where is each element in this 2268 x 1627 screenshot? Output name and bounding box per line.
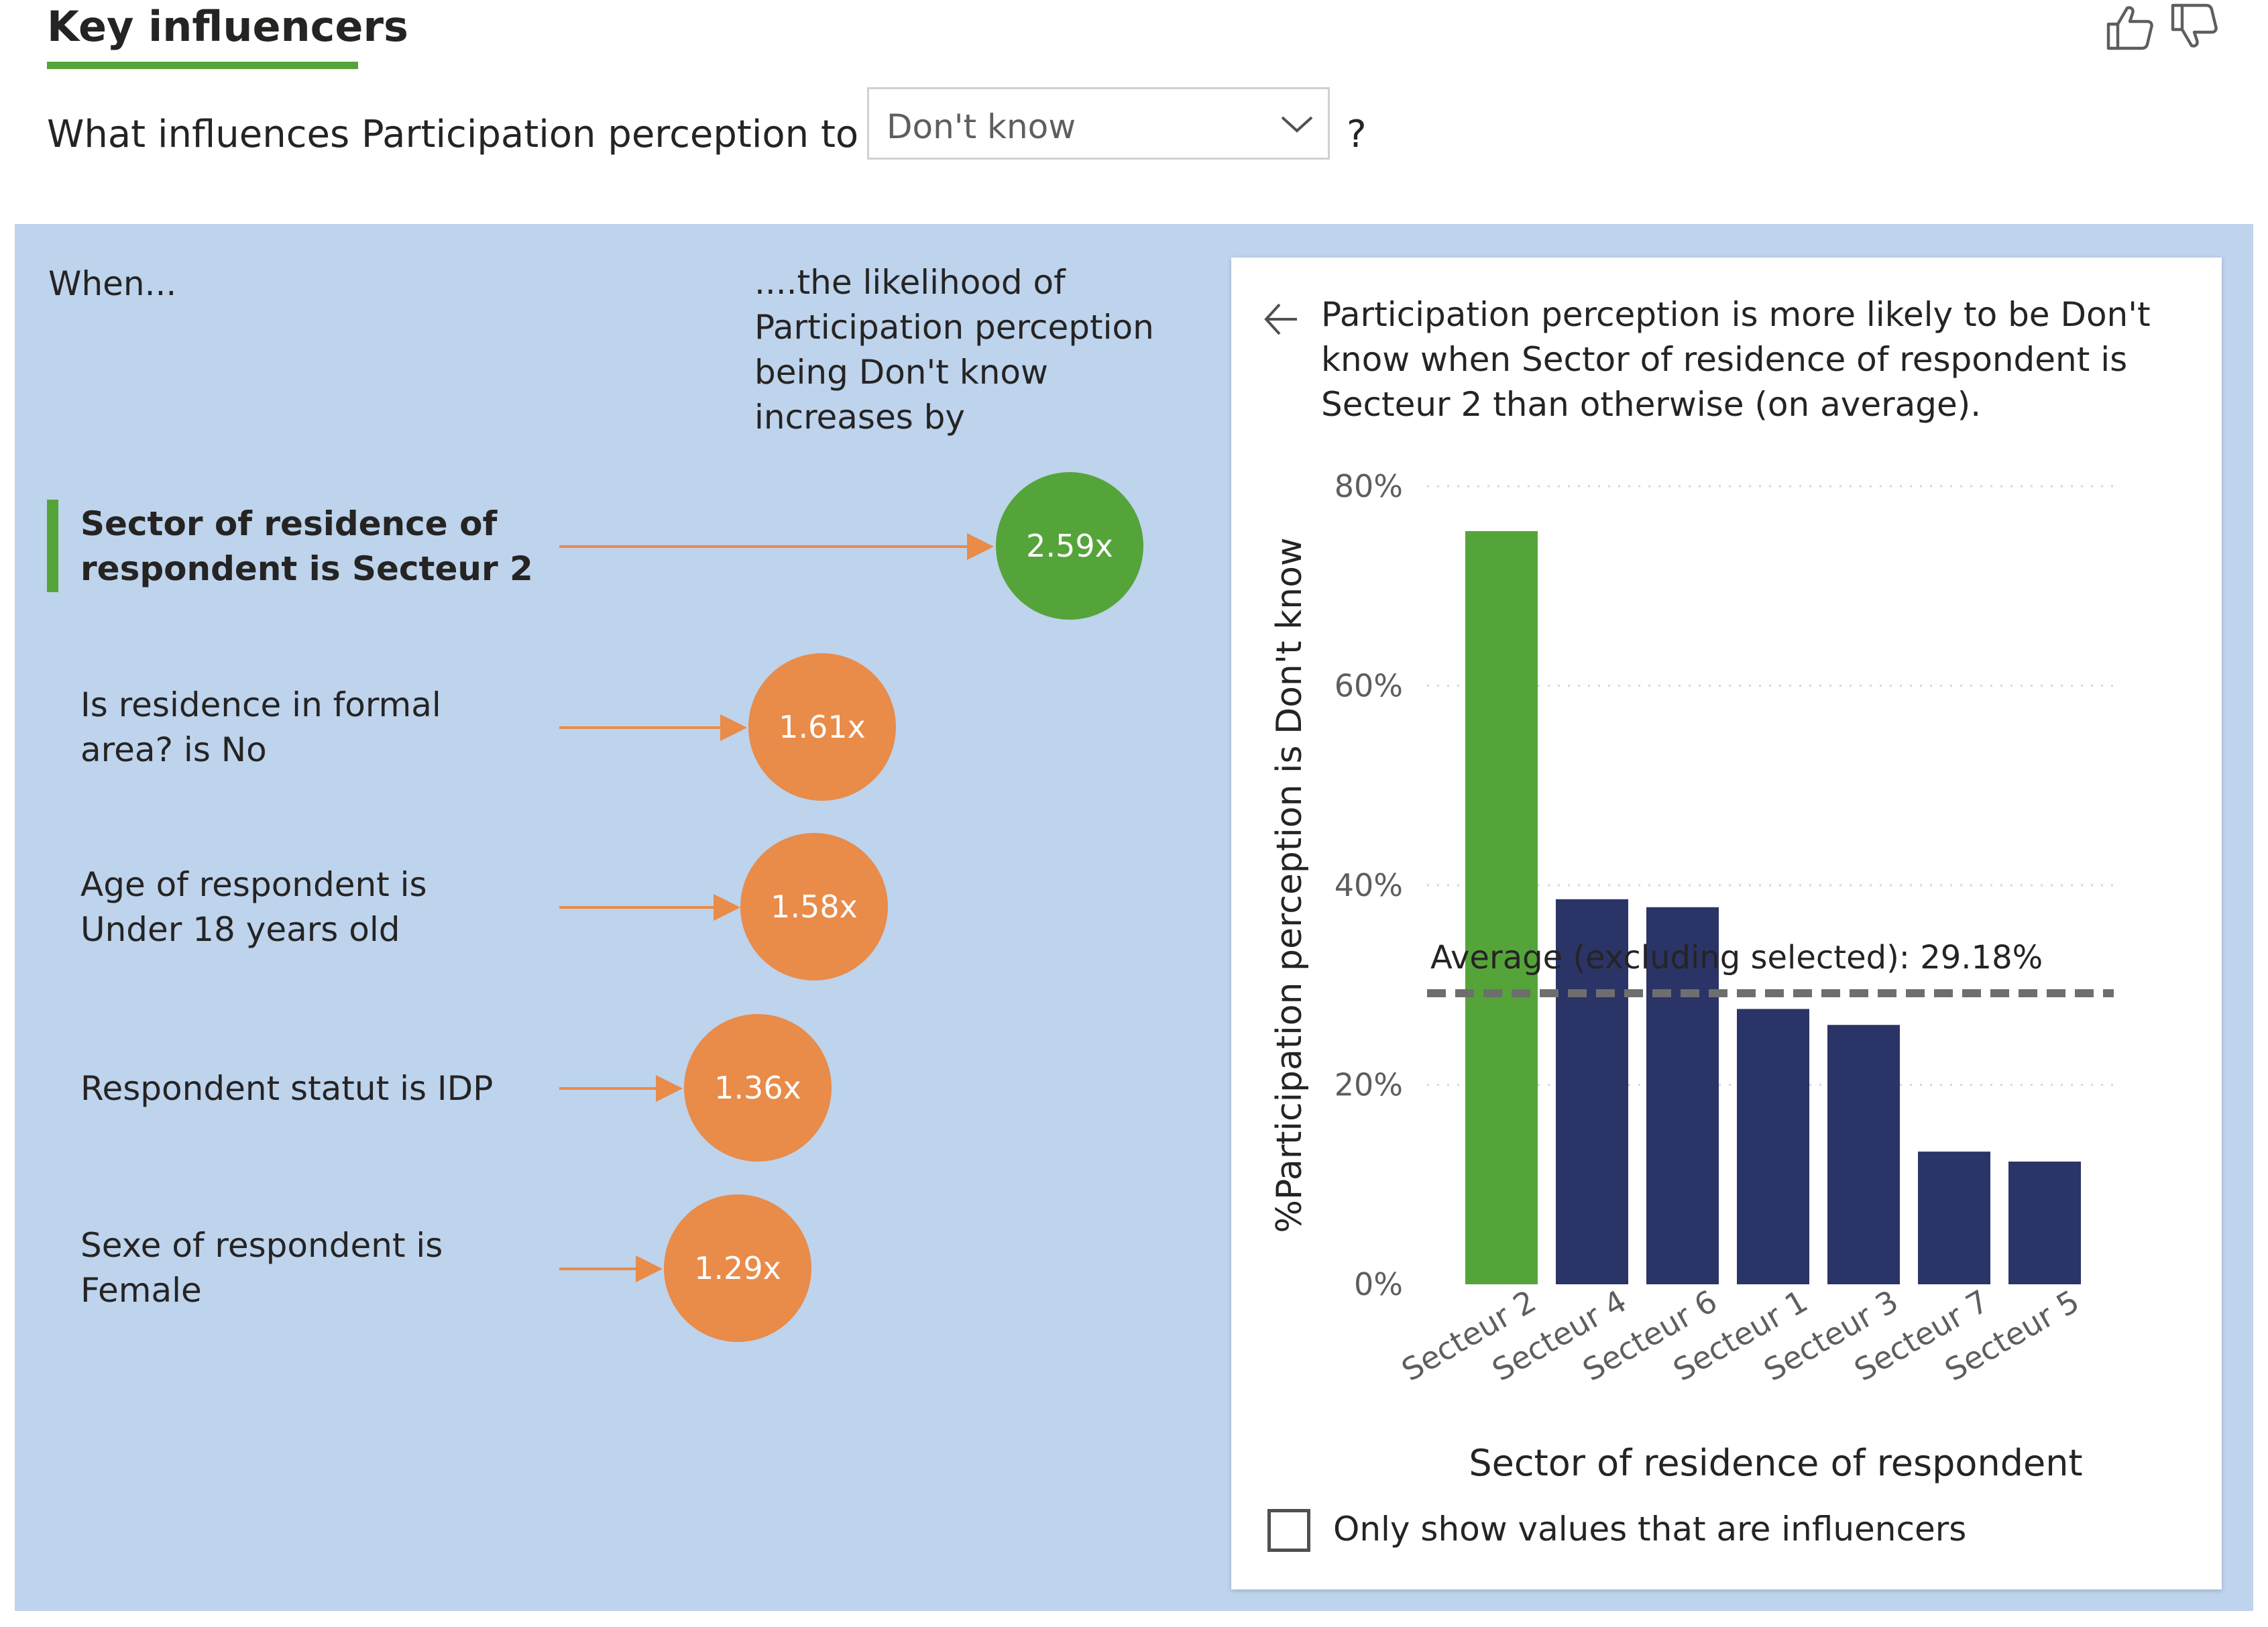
influencer-bubble-2[interactable]: 1.61x xyxy=(748,653,896,801)
influencer-label-4[interactable]: Respondent statut is IDP xyxy=(80,1069,494,1108)
y-tick-label: 20% xyxy=(1335,1067,1403,1103)
x-axis-title: Sector of residence of respondent xyxy=(1469,1442,2082,1484)
average-label: Average (excluding selected): 29.18% xyxy=(1430,939,2043,976)
bar xyxy=(1556,899,1628,1284)
influencer-explanation: Participation perception is more likely … xyxy=(1321,295,2151,424)
influencer-label-5[interactable]: Sexe of respondent is Female xyxy=(80,1226,443,1310)
only-influencers-label: Only show values that are influencers xyxy=(1333,1510,1967,1549)
influencer-bubble-5[interactable]: 1.29x xyxy=(664,1194,811,1342)
selected-influencer-indicator xyxy=(47,500,58,592)
bar xyxy=(2008,1162,2081,1284)
influencer-label-1[interactable]: Sector of residence of respondent is Sec… xyxy=(80,504,533,588)
bar xyxy=(1737,1009,1809,1284)
thumbs-up-icon[interactable] xyxy=(2103,0,2157,54)
bar xyxy=(1465,530,1538,1284)
chevron-down-icon xyxy=(1281,116,1313,133)
thumbs-down-icon[interactable] xyxy=(2167,0,2221,54)
bar xyxy=(1646,907,1719,1284)
influencer-bubble-4[interactable]: 1.36x xyxy=(684,1014,832,1162)
bar xyxy=(1827,1025,1900,1284)
target-value-dropdown[interactable]: Don't know xyxy=(867,87,1330,160)
dropdown-selected-value: Don't know xyxy=(887,107,1076,146)
question-prefix: What influences Participation perception… xyxy=(47,113,917,156)
y-tick-label: 0% xyxy=(1354,1266,1403,1302)
y-tick-label: 40% xyxy=(1335,867,1403,903)
influencer-bubble-3[interactable]: 1.58x xyxy=(740,833,888,980)
y-tick-label: 60% xyxy=(1335,668,1403,704)
y-axis-title: %Participation perception is Don't know xyxy=(1269,537,1310,1233)
influencer-bubble-1[interactable]: 2.59x xyxy=(996,472,1143,620)
influencer-label-2[interactable]: Is residence in formal area? is No xyxy=(80,685,441,769)
influencer-label-3[interactable]: Age of respondent is Under 18 years old xyxy=(80,865,427,949)
arrow-left-icon[interactable] xyxy=(1261,299,1301,339)
question-suffix: ? xyxy=(1347,113,1367,156)
bar xyxy=(1918,1152,1990,1284)
tab-key-influencers[interactable]: Key influencers xyxy=(47,2,408,51)
detail-card xyxy=(1231,258,2222,1589)
only-influencers-checkbox[interactable] xyxy=(1267,1509,1310,1552)
when-header: When... xyxy=(48,264,177,303)
y-tick-label: 80% xyxy=(1335,468,1403,504)
likelihood-header: ....the likelihood of Participation perc… xyxy=(754,263,1154,437)
active-tab-underline xyxy=(47,62,358,69)
